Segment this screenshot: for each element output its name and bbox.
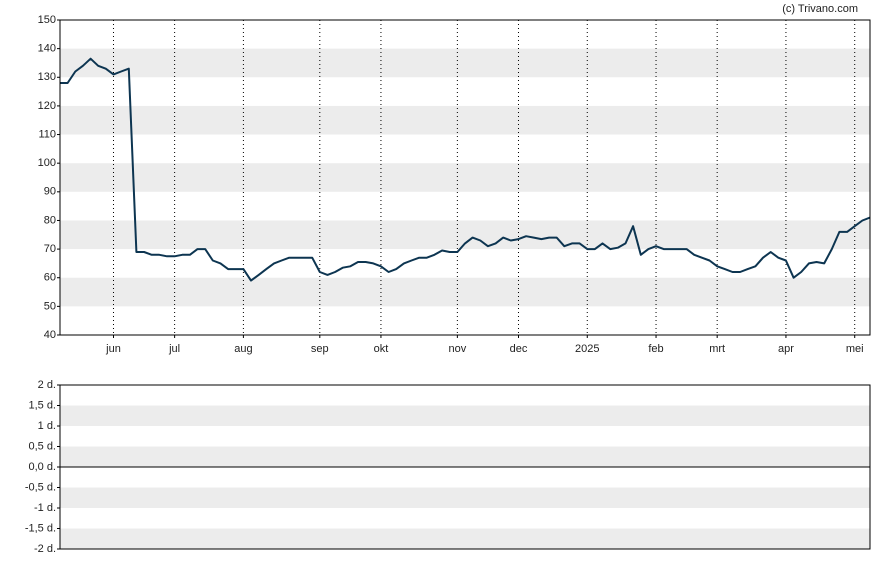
grid-band bbox=[60, 528, 870, 549]
y-tick-label: 1,5 d. bbox=[28, 399, 56, 411]
y-tick-label: 120 bbox=[38, 100, 56, 112]
grid-band bbox=[60, 48, 870, 78]
y-tick-label: 110 bbox=[38, 128, 56, 140]
y-tick-label: 40 bbox=[44, 329, 56, 341]
y-tick-label: 70 bbox=[44, 243, 56, 255]
grid-band bbox=[60, 277, 870, 307]
price-line bbox=[60, 57, 871, 282]
grid-band bbox=[60, 446, 870, 467]
y-tick-label: -0,5 d. bbox=[25, 481, 56, 493]
grid-band bbox=[60, 105, 870, 135]
x-tick-label: sep bbox=[311, 343, 329, 355]
x-tick-label: jul bbox=[168, 343, 180, 355]
x-tick-label: okt bbox=[374, 343, 389, 355]
y-tick-label: 1 d. bbox=[38, 420, 56, 432]
plot-frame bbox=[59, 384, 871, 550]
y-tick-label: 80 bbox=[44, 214, 56, 226]
x-tick-label: aug bbox=[234, 343, 252, 355]
x-tick-label: mei bbox=[846, 343, 864, 355]
grid-band bbox=[60, 487, 870, 508]
y-tick-label: 130 bbox=[38, 71, 56, 83]
y-tick-label: 60 bbox=[44, 272, 56, 284]
x-tick-label: apr bbox=[778, 343, 794, 355]
y-tick-label: 0,0 d. bbox=[28, 461, 56, 473]
grid-band bbox=[60, 405, 870, 426]
y-tick-label: -1 d. bbox=[34, 502, 56, 514]
grid-band bbox=[60, 163, 870, 192]
y-tick-label: -2 d. bbox=[34, 543, 56, 555]
y-tick-label: 2 d. bbox=[38, 379, 56, 391]
x-tick-label: jun bbox=[105, 343, 121, 355]
x-tick-label: dec bbox=[510, 343, 528, 355]
y-tick-label: 140 bbox=[38, 43, 56, 55]
x-tick-label: feb bbox=[648, 343, 663, 355]
y-tick-label: 150 bbox=[38, 14, 56, 26]
x-tick-label: nov bbox=[448, 343, 466, 355]
x-tick-label: 2025 bbox=[575, 343, 599, 355]
credit: (c) Trivano.com bbox=[782, 3, 858, 15]
plot-frame bbox=[59, 19, 871, 336]
y-tick-label: -1,5 d. bbox=[25, 522, 56, 534]
x-tick-label: mrt bbox=[709, 343, 725, 355]
y-tick-label: 0,5 d. bbox=[28, 440, 56, 452]
y-tick-label: 100 bbox=[38, 157, 56, 169]
y-tick-label: 50 bbox=[44, 300, 56, 312]
y-tick-label: 90 bbox=[44, 186, 56, 198]
